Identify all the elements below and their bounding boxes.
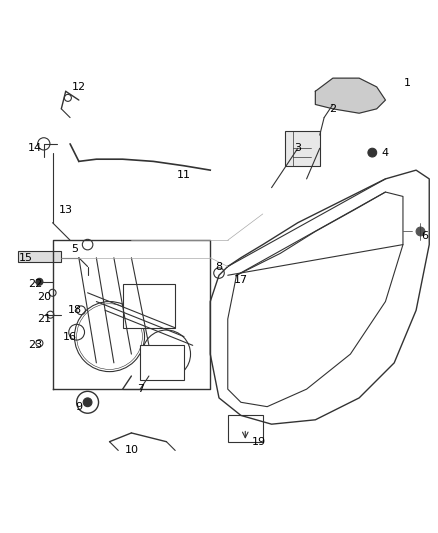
Circle shape [36,278,43,285]
Text: 14: 14 [28,143,42,154]
Text: 8: 8 [215,262,223,271]
FancyBboxPatch shape [18,251,61,262]
Text: 19: 19 [251,437,265,447]
Circle shape [83,398,92,407]
Text: 16: 16 [63,332,77,342]
Text: 18: 18 [67,305,81,316]
Text: 5: 5 [71,244,78,254]
Text: 12: 12 [72,82,86,92]
Text: 4: 4 [382,148,389,158]
Polygon shape [315,78,385,113]
Text: 3: 3 [294,143,301,154]
FancyBboxPatch shape [123,284,175,328]
FancyBboxPatch shape [228,415,263,442]
Text: 10: 10 [124,446,138,456]
Text: 11: 11 [177,169,191,180]
Text: 6: 6 [421,231,428,241]
Text: 9: 9 [75,402,82,411]
Text: 17: 17 [234,274,248,285]
FancyBboxPatch shape [285,131,320,166]
Text: 20: 20 [37,292,51,302]
Text: 15: 15 [19,253,33,263]
Text: 7: 7 [137,384,144,394]
Circle shape [368,148,377,157]
Circle shape [416,227,425,236]
FancyBboxPatch shape [140,345,184,381]
Text: 1: 1 [404,77,411,87]
Text: 22: 22 [28,279,42,289]
Text: 2: 2 [329,104,336,114]
Text: 21: 21 [37,314,51,324]
Text: 23: 23 [28,341,42,350]
Text: 13: 13 [59,205,73,215]
